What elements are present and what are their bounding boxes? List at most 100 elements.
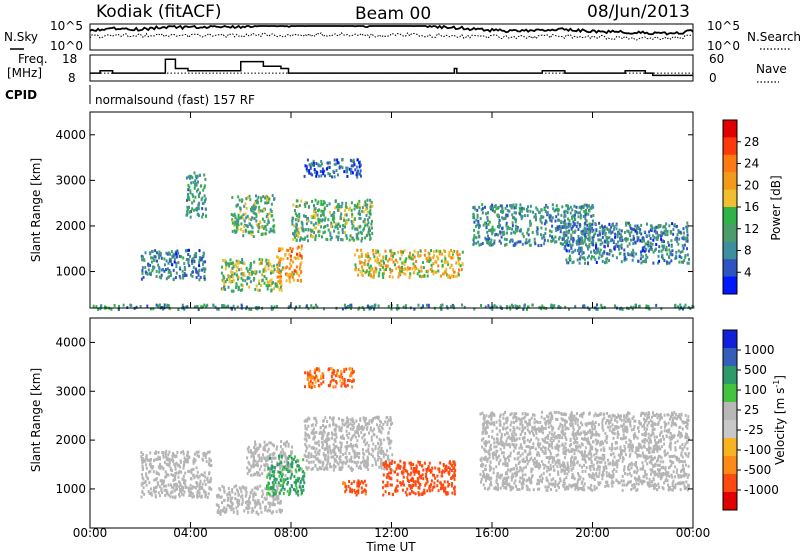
ground-scatter-cell xyxy=(354,435,357,439)
power-cell xyxy=(262,195,265,199)
ground-scatter-cell xyxy=(366,465,369,469)
velocity-cell xyxy=(453,471,456,475)
power-cell xyxy=(235,224,238,228)
power-cell xyxy=(643,230,646,234)
power-cell xyxy=(510,204,513,208)
power-cell xyxy=(592,235,595,239)
ground-scatter-cell xyxy=(256,470,258,474)
power-cell xyxy=(326,204,329,208)
power-cell xyxy=(248,217,251,221)
velocity-cell xyxy=(279,470,281,474)
ground-scatter-cell xyxy=(355,444,357,447)
power-cell xyxy=(227,274,230,278)
ground-scatter-cell xyxy=(264,464,266,468)
velocity-cell xyxy=(292,487,295,491)
power-cell xyxy=(634,241,637,245)
power-cell xyxy=(677,249,680,253)
ground-scatter-cell xyxy=(342,437,345,440)
power-cell xyxy=(552,238,555,242)
power-cell xyxy=(150,260,153,264)
power-cell xyxy=(500,210,502,213)
power-cell xyxy=(250,209,253,213)
ground-scatter-cell xyxy=(155,495,157,499)
power-cell xyxy=(551,304,554,308)
power-cell xyxy=(342,224,344,228)
power-cell xyxy=(240,276,243,280)
power-cell xyxy=(155,251,158,255)
power-cell xyxy=(363,203,366,207)
power-cell xyxy=(653,229,656,233)
ground-scatter-cell xyxy=(612,452,615,456)
ground-scatter-cell xyxy=(314,423,317,427)
ground-scatter-cell xyxy=(306,446,309,450)
power-cell xyxy=(357,212,360,216)
power-cell xyxy=(270,202,273,206)
velocity-cell xyxy=(348,480,351,483)
power-cell xyxy=(265,215,268,218)
power-cell xyxy=(194,179,197,183)
ground-scatter-cell xyxy=(331,436,333,440)
power-cell xyxy=(571,208,574,212)
power-cell xyxy=(158,303,161,307)
power-cell xyxy=(561,205,564,209)
ground-scatter-cell xyxy=(359,426,362,430)
power-cell xyxy=(473,234,476,238)
velocity-cell xyxy=(450,477,453,480)
power-cell xyxy=(424,249,427,253)
power-cell xyxy=(568,307,570,311)
power-cell xyxy=(307,228,310,232)
ground-scatter-cell xyxy=(510,478,513,482)
power-cell xyxy=(371,305,373,309)
power-cell xyxy=(336,208,339,212)
power-cell xyxy=(473,307,476,311)
ground-scatter-cell xyxy=(147,470,150,474)
power-cell xyxy=(245,307,248,311)
ground-scatter-cell xyxy=(199,479,202,483)
ground-scatter-cell xyxy=(250,450,252,454)
ground-scatter-cell xyxy=(319,467,322,471)
power-cell xyxy=(177,308,180,311)
power-cell xyxy=(453,249,456,253)
power-cell xyxy=(593,251,596,254)
power-cell xyxy=(344,209,347,212)
power-cell xyxy=(205,214,207,218)
velocity-cell xyxy=(293,455,296,459)
power-cell xyxy=(236,203,239,207)
power-cell xyxy=(291,222,294,226)
power-cell xyxy=(460,268,463,272)
ground-scatter-cell xyxy=(164,470,167,474)
power-cell xyxy=(520,206,523,210)
power-cell xyxy=(686,261,689,265)
velocity-cell xyxy=(414,469,417,472)
power-cell xyxy=(304,215,307,219)
power-cell xyxy=(451,274,453,278)
power-cell xyxy=(632,254,635,258)
ground-scatter-cell xyxy=(324,453,327,457)
ground-scatter-cell xyxy=(556,418,559,421)
ground-scatter-cell xyxy=(344,456,347,460)
ground-scatter-cell xyxy=(504,427,507,431)
velocity-cell xyxy=(295,481,298,484)
power-cell xyxy=(565,249,568,253)
ground-scatter-cell xyxy=(660,456,663,460)
power-cell xyxy=(490,238,493,242)
velocity-cell xyxy=(384,462,387,465)
power-cell xyxy=(280,283,283,287)
power-cell xyxy=(593,233,595,237)
power-cell xyxy=(165,251,168,255)
ground-scatter-cell xyxy=(378,465,381,469)
power-cell xyxy=(616,244,619,248)
power-cell xyxy=(375,270,378,274)
power-cell xyxy=(583,234,586,238)
power-cell xyxy=(452,256,455,260)
power-cell xyxy=(564,305,567,309)
ground-scatter-cell xyxy=(248,495,251,499)
power-cell xyxy=(544,232,547,235)
velocity-cell xyxy=(420,474,423,478)
ground-scatter-cell xyxy=(549,419,552,422)
power-cell xyxy=(675,256,678,260)
power-cell xyxy=(640,261,643,265)
nsearch-series-line xyxy=(89,32,694,41)
velocity-cell xyxy=(290,462,293,466)
power-cell xyxy=(149,264,152,267)
